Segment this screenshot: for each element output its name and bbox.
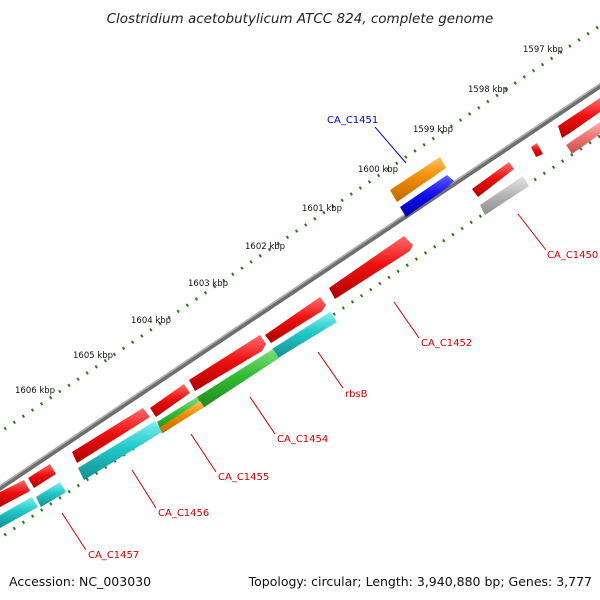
gene-CA_C1455-red[interactable] bbox=[150, 384, 190, 417]
gene-CA_C1453[interactable] bbox=[265, 297, 326, 343]
gene-CA_C1456-red[interactable] bbox=[72, 408, 150, 463]
gene-feature-pink[interactable] bbox=[566, 122, 600, 154]
gene-CA_C1457-red-a[interactable] bbox=[28, 464, 56, 488]
gene-CA_C1451[interactable] bbox=[400, 175, 454, 217]
kbp-label: 1604 kbp bbox=[131, 316, 171, 326]
gene-CA_C1450[interactable] bbox=[472, 162, 514, 197]
topology-text: Topology: circular; Length: 3,940,880 bp… bbox=[248, 574, 592, 589]
gene-label-CA_C1451[interactable]: CA_C1451 bbox=[327, 115, 378, 126]
gene-feature-small[interactable] bbox=[531, 143, 543, 157]
gene-label-CA_C1452[interactable]: CA_C1452 bbox=[421, 338, 472, 349]
gene-labels: CA_C1451 CA_C1450 CA_C1452 rbsB CA_C1454… bbox=[88, 115, 598, 561]
kbp-label: 1603 kbp bbox=[188, 279, 228, 289]
accession-text: Accession: NC_003030 bbox=[9, 574, 151, 589]
kbp-label: 1600 kbp bbox=[358, 165, 398, 175]
kbp-label: 1606 kbp bbox=[15, 386, 55, 396]
gene-label-CA_C1455[interactable]: CA_C1455 bbox=[218, 472, 269, 483]
kbp-label: 1602 kbp bbox=[245, 242, 285, 252]
gene-CA_C1454[interactable] bbox=[197, 349, 279, 408]
gene-CA_C1451-orange[interactable] bbox=[390, 157, 446, 202]
gene-label-CA_C1454[interactable]: CA_C1454 bbox=[277, 434, 328, 445]
gene-CA_C1457-red-b[interactable] bbox=[0, 480, 30, 507]
gene-CA_C1457-cyan-b[interactable] bbox=[0, 497, 38, 528]
gene-CA_C1455[interactable] bbox=[159, 401, 204, 433]
kbp-label: 1599 kbp bbox=[413, 125, 453, 135]
map-title: Clostridium acetobutylicum ATCC 824, com… bbox=[107, 11, 494, 27]
kbp-label: 1598 kbp bbox=[468, 85, 508, 95]
gene-label-CA_C1456[interactable]: CA_C1456 bbox=[158, 508, 209, 519]
gene-CA_C1449[interactable] bbox=[558, 98, 600, 138]
gene-CA_C1456[interactable] bbox=[78, 421, 162, 480]
gene-features bbox=[0, 98, 600, 528]
gene-CA_C1450-grey[interactable] bbox=[480, 176, 529, 215]
gene-CA_C1457[interactable] bbox=[36, 482, 66, 507]
gene-label-rbsB[interactable]: rbsB bbox=[345, 389, 368, 400]
kbp-label: 1597 kbp bbox=[523, 45, 563, 55]
scale-track-outer bbox=[0, 25, 599, 434]
kbp-label: 1601 kbp bbox=[302, 204, 342, 214]
gene-CA_C1454-red[interactable] bbox=[189, 335, 266, 391]
gene-label-CA_C1457[interactable]: CA_C1457 bbox=[88, 550, 139, 561]
gene-rbsB[interactable] bbox=[272, 312, 337, 358]
genome-backbone bbox=[0, 83, 600, 491]
gene-CA_C1452[interactable] bbox=[329, 236, 413, 299]
kbp-label: 1605 kbp bbox=[73, 351, 113, 361]
kbp-labels: 1597 kbp 1598 kbp 1599 kbp 1600 kbp 1601… bbox=[15, 45, 563, 396]
label-leaders bbox=[61, 126, 547, 551]
gene-label-CA_C1450[interactable]: CA_C1450 bbox=[547, 250, 598, 261]
